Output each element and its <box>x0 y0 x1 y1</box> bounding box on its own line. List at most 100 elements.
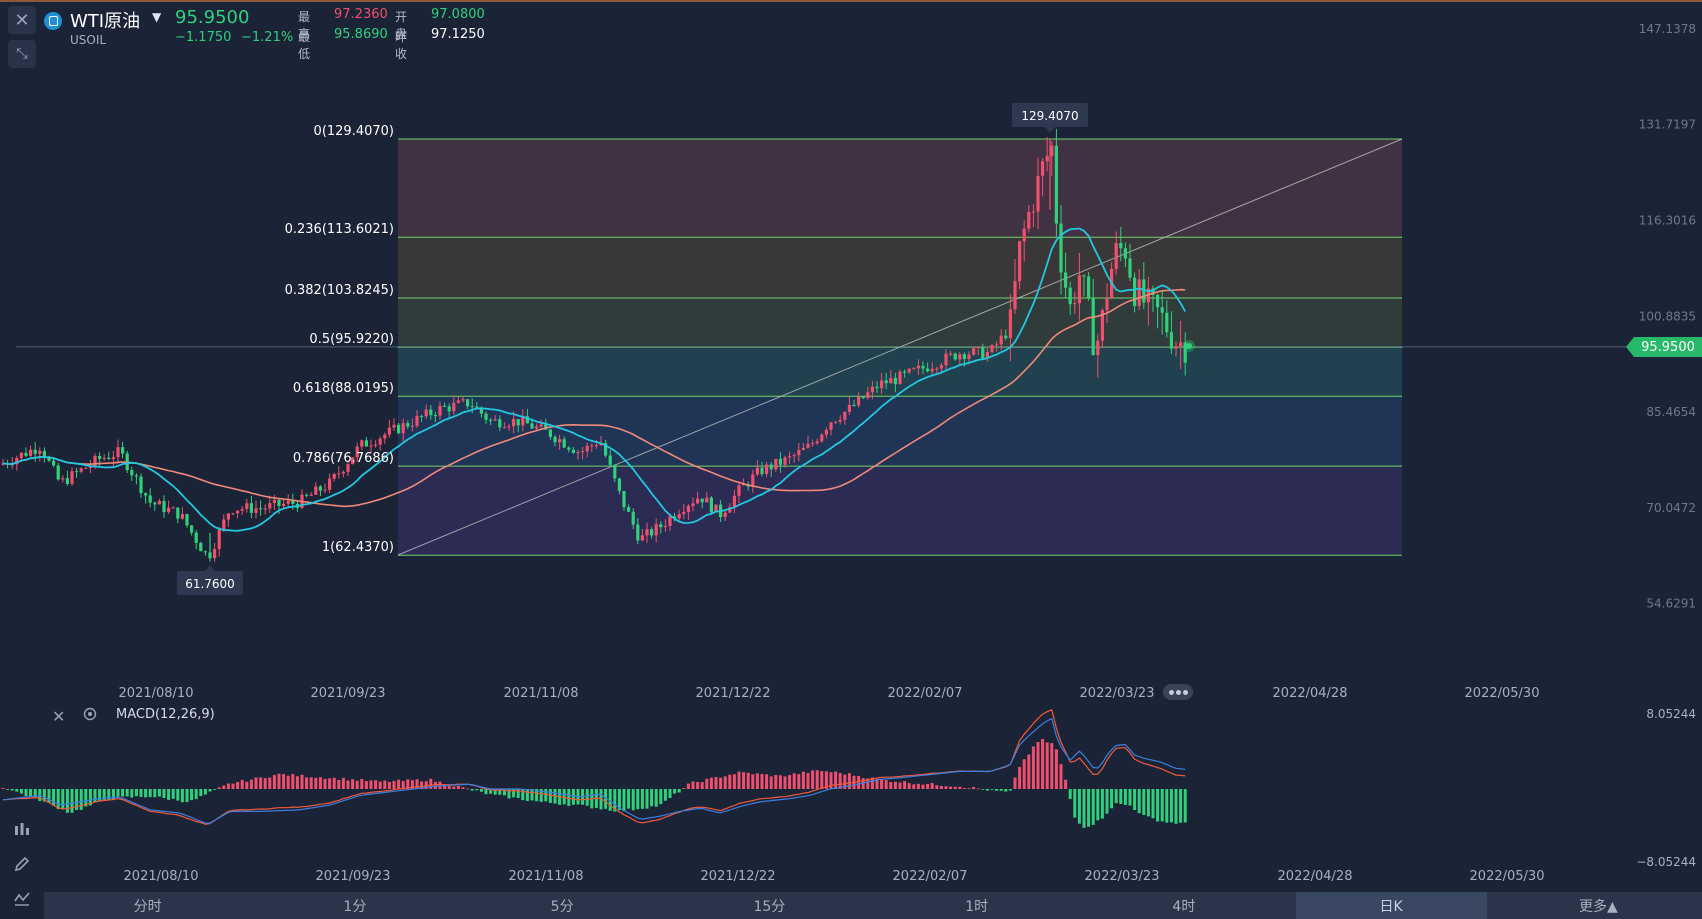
timeframe-1[interactable]: 1分 <box>343 898 367 915</box>
candle-body <box>1169 332 1173 349</box>
macd-bar <box>880 779 884 789</box>
candle-body <box>1064 272 1068 288</box>
candle-body <box>1068 287 1072 305</box>
macd-date-label: 2021/08/10 <box>124 869 199 884</box>
macd-bar <box>148 789 152 798</box>
macd-bar <box>447 785 451 789</box>
candle-body <box>769 464 773 470</box>
macd-bar <box>645 789 649 809</box>
candle-body <box>383 434 387 439</box>
timeframe-3[interactable]: 15分 <box>753 898 786 915</box>
macd-bar <box>811 770 815 789</box>
candle-body <box>1114 243 1118 269</box>
candle-body <box>1013 281 1017 310</box>
candle-body <box>861 396 865 399</box>
candle-body <box>857 396 861 406</box>
fib-level-label: 0.382(103.8245) <box>285 283 394 298</box>
candle-body <box>696 498 700 504</box>
candle-body <box>1059 223 1063 273</box>
candle-body <box>889 378 893 384</box>
macd-bar <box>1100 789 1104 819</box>
price-axis-label: 70.0472 <box>1646 501 1696 515</box>
close-icon[interactable]: ✕ <box>8 6 36 34</box>
candle-body <box>1183 342 1187 363</box>
candle-body <box>783 457 787 465</box>
candle-body <box>364 440 368 447</box>
timeframe-4[interactable]: 1时 <box>965 898 989 915</box>
macd-bar <box>530 789 534 801</box>
macd-bar <box>199 789 203 797</box>
candle-body <box>686 506 690 512</box>
candle-body <box>162 501 166 513</box>
candle-body <box>199 542 203 552</box>
macd-bar <box>838 773 842 789</box>
macd-bar <box>1091 789 1095 825</box>
candle-body <box>1077 275 1081 304</box>
macd-bar <box>121 789 125 797</box>
macd-bar <box>562 789 566 805</box>
candle-body <box>42 450 46 459</box>
macd-bar <box>1165 789 1169 823</box>
candle-body <box>631 511 635 525</box>
chevron-down-icon[interactable]: ▼ <box>152 10 162 24</box>
macd-bar <box>921 784 925 789</box>
candle-body <box>567 447 571 450</box>
macd-bar <box>364 781 368 789</box>
date-axis-label: 2021/12/22 <box>696 686 771 701</box>
macd-bar <box>236 782 240 789</box>
candle-body <box>903 371 907 373</box>
candle-body <box>990 345 994 352</box>
candle-body <box>387 427 391 435</box>
date-axis-label: 2022/03/23 <box>1080 686 1155 701</box>
macd-bar <box>857 775 861 789</box>
macd-bar <box>1073 789 1077 818</box>
macd-bar <box>470 789 474 791</box>
macd-bar <box>962 788 966 789</box>
candle-body <box>452 402 456 412</box>
indicator-icon[interactable] <box>8 815 36 843</box>
candle-body <box>893 378 897 385</box>
candle-body <box>93 456 97 466</box>
candle-body <box>282 503 286 506</box>
candle-body <box>75 471 79 473</box>
symbol-name[interactable]: WTI原油 <box>70 11 141 32</box>
macd-bar <box>958 786 962 789</box>
macd-axis-top: 8.05244 <box>1646 707 1696 721</box>
pencil-icon[interactable] <box>8 850 36 878</box>
candle-body <box>489 419 493 421</box>
macd-bar <box>516 789 520 799</box>
current-price-tag: 95.9500 <box>1626 337 1702 357</box>
expand-icon[interactable]: ⤡ <box>8 40 36 68</box>
candle-body <box>949 353 953 355</box>
fib-level-label: 0(129.4070) <box>314 124 394 139</box>
timeframe-0[interactable]: 分时 <box>133 898 162 915</box>
candlestick-series[interactable] <box>1 128 1187 562</box>
macd-date-label: 2021/11/08 <box>509 869 584 884</box>
timeframe-7[interactable]: 更多▲ <box>1578 898 1618 915</box>
candle-body <box>723 512 727 518</box>
candle-body <box>774 458 778 470</box>
timeframe-5[interactable]: 4时 <box>1172 898 1196 915</box>
candle-body <box>231 513 235 515</box>
candle-body <box>217 529 221 550</box>
macd-bar <box>387 781 391 789</box>
trend-icon[interactable] <box>8 884 36 912</box>
macd-bar <box>709 777 713 789</box>
date-axis-label: 2021/08/10 <box>119 686 194 701</box>
close-icon[interactable]: ✕ <box>52 707 66 726</box>
macd-bar <box>305 777 309 789</box>
candle-body <box>213 549 217 559</box>
candle-body <box>171 507 175 509</box>
settings-icon[interactable] <box>82 706 98 726</box>
timeframe-6[interactable]: 日K <box>1295 892 1487 919</box>
more-options-icon[interactable] <box>1163 684 1193 700</box>
candle-body <box>1018 241 1022 282</box>
candle-body <box>47 458 51 461</box>
date-axis-label: 2021/09/23 <box>311 686 386 701</box>
candle-body <box>811 443 815 445</box>
macd-bar <box>944 786 948 789</box>
moving-average-slow <box>2 288 1186 508</box>
timeframe-2[interactable]: 5分 <box>550 898 574 915</box>
low-tooltip-text: 61.7600 <box>185 577 235 591</box>
